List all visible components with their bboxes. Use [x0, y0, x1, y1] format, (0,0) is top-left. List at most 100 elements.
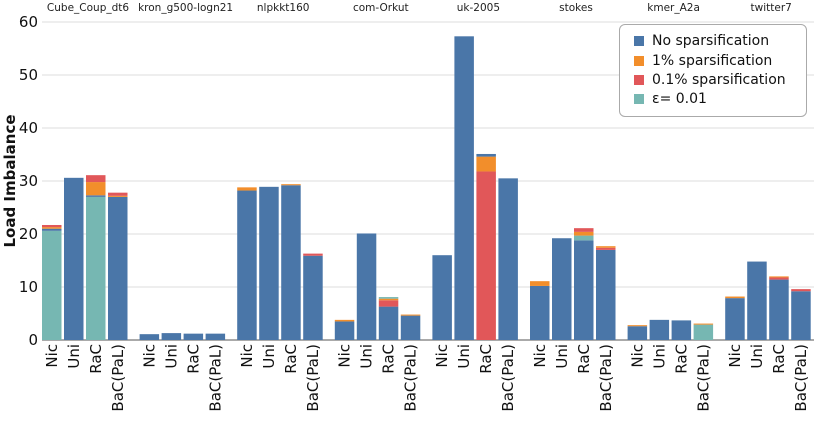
panel-title: nlpkkt160: [257, 2, 310, 14]
bar-segment: [64, 177, 84, 340]
x-tick-label: BaC(PaL): [402, 344, 420, 412]
bar-segment: [108, 195, 128, 197]
bar-segment: [400, 315, 421, 340]
panel-title: kmer_A2a: [647, 2, 700, 14]
bar-segment: [378, 300, 399, 307]
bar-segment: [139, 334, 160, 340]
bar-segment: [791, 291, 811, 340]
bar-segment: [281, 185, 301, 340]
bar-segment: [356, 233, 377, 340]
bar-segment: [693, 323, 714, 325]
bar-segment: [574, 231, 594, 236]
x-tick-label: RaC: [477, 344, 495, 374]
bar-segment: [334, 321, 355, 340]
bar-segment: [108, 192, 128, 196]
x-tick-label: Uni: [455, 344, 473, 369]
bar-segment: [627, 326, 648, 340]
x-tick-label: Uni: [553, 344, 571, 369]
bar-segment: [671, 320, 692, 340]
x-tick-label: BaC(PaL): [694, 344, 712, 412]
x-tick-label: BaC(PaL): [792, 344, 810, 412]
x-tick-label: Nic: [531, 344, 549, 368]
bar-segment: [108, 196, 128, 340]
bar-segment: [574, 235, 594, 241]
x-tick-label: RaC: [770, 344, 788, 374]
bar-segment: [432, 255, 452, 340]
x-tick-label: RaC: [380, 344, 398, 374]
bar-segment: [400, 314, 421, 316]
panel-title: uk-2005: [457, 2, 500, 14]
bar-segment: [725, 296, 745, 299]
legend-item-0-1pct-sparsification: 0.1% sparsification: [634, 71, 786, 89]
x-tick-label: Uni: [650, 344, 668, 369]
bar-segment: [498, 178, 518, 340]
bar-segment: [627, 325, 648, 327]
bar-segment: [161, 333, 182, 340]
x-tick-label: BaC(PaL): [304, 344, 322, 412]
bar-segment: [259, 186, 279, 340]
legend-label: 0.1% sparsification: [652, 72, 786, 88]
bar-segment: [334, 319, 355, 322]
x-tick-label: RaC: [184, 344, 202, 374]
bar-segment: [769, 277, 789, 280]
bar-segment: [693, 324, 714, 340]
x-tick-label: Nic: [628, 344, 646, 368]
bar-segment: [281, 184, 301, 186]
legend-item-1pct-sparsification: 1% sparsification: [634, 52, 772, 70]
x-tick-label: Uni: [260, 344, 278, 369]
panel-title: kron_g500-logn21: [138, 2, 233, 14]
bar-segment: [769, 279, 789, 340]
x-tick-label: Uni: [65, 344, 83, 369]
bar-segment: [42, 230, 62, 340]
bar-segment: [725, 298, 745, 340]
x-tick-label: BaC(PaL): [597, 344, 615, 412]
bar-segment: [237, 190, 257, 340]
bar-segment: [378, 306, 399, 340]
x-tick-label: Nic: [726, 344, 744, 368]
x-tick-label: Uni: [358, 344, 376, 369]
y-tick-label: 20: [19, 225, 38, 243]
bar-segment: [42, 228, 62, 231]
legend-label: No sparsification: [652, 33, 770, 49]
y-tick-label: 0: [28, 331, 38, 349]
panel-title: twitter7: [751, 2, 792, 14]
y-tick-label: 10: [19, 278, 38, 296]
panel-title: stokes: [559, 2, 593, 14]
legend-swatch: [634, 56, 644, 66]
panel-title: com-Orkut: [353, 2, 409, 14]
x-tick-label: RaC: [282, 344, 300, 374]
bar-segment: [237, 187, 257, 191]
bar-segment: [769, 276, 789, 278]
bar-segment: [574, 228, 594, 232]
chart-legend: No sparsification 1% sparsification 0.1%…: [619, 24, 807, 117]
bar-segment: [476, 171, 496, 340]
bar-segment: [596, 246, 616, 248]
y-tick-label: 30: [19, 172, 38, 190]
x-tick-label: Nic: [140, 344, 158, 368]
bar-segment: [476, 156, 496, 172]
bar-segment: [791, 289, 811, 292]
bar-segment: [303, 255, 323, 340]
x-tick-label: BaC(PaL): [206, 344, 224, 412]
legend-label: 1% sparsification: [652, 53, 773, 69]
bar-segment: [596, 247, 616, 250]
bar-segment: [42, 224, 62, 228]
x-tick-label: RaC: [575, 344, 593, 374]
bar-segment: [574, 240, 594, 340]
x-tick-label: RaC: [672, 344, 690, 374]
y-tick-label: 50: [19, 66, 38, 84]
bar-segment: [303, 253, 323, 256]
bar-segment: [747, 261, 767, 340]
bar-segment: [205, 333, 226, 340]
bar-segment: [378, 298, 399, 301]
y-axis-label: Load Imbalance: [1, 114, 19, 247]
legend-item-no-sparsification: No sparsification: [634, 32, 769, 50]
x-tick-label: Uni: [162, 344, 180, 369]
x-tick-label: BaC(PaL): [109, 344, 127, 412]
bar-segment: [86, 175, 106, 183]
bar-segment: [552, 238, 572, 340]
legend-swatch: [634, 94, 644, 104]
bar-segment: [476, 153, 496, 157]
bar-segment: [86, 182, 106, 196]
